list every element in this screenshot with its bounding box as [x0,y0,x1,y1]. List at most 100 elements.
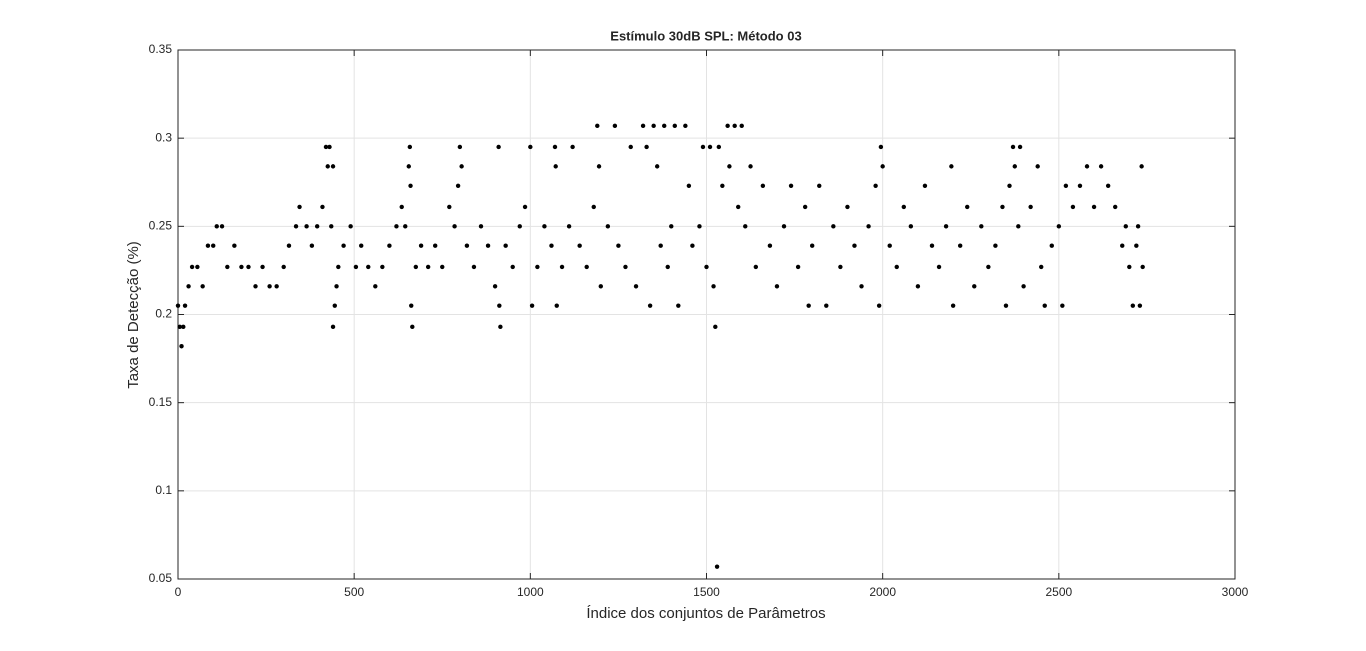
x-axis-label: Índice dos conjuntos de Parâmetros [586,605,825,622]
point [418,243,424,248]
point [658,243,663,248]
point [859,284,864,289]
point [1084,164,1090,169]
point [662,123,667,129]
point [806,303,811,308]
point [774,284,780,289]
point [760,183,766,188]
point [413,264,419,270]
point [788,183,794,188]
point [348,224,353,229]
point [552,144,558,150]
x-tick-label: 3000 [1222,585,1249,599]
point [605,224,611,229]
y-tick-label: 0.05 [149,571,173,585]
point [817,183,822,188]
point [1113,204,1118,210]
point [686,183,692,188]
point [549,243,554,248]
point [471,264,477,270]
point [211,243,216,248]
point [591,204,596,210]
point [1063,183,1069,188]
chart-title: Estímulo 30dB SPL: Método 03 [610,28,801,43]
point [716,144,722,150]
point [676,303,681,308]
point [286,243,292,248]
point [219,224,225,229]
point [753,264,759,270]
point [1120,243,1125,248]
point [189,264,195,270]
point [570,144,575,150]
point [915,284,921,289]
point [403,224,408,229]
point [965,204,970,210]
point [387,243,392,248]
point [200,284,205,289]
point [517,224,522,229]
point [640,123,646,129]
point [407,144,413,150]
point [577,243,582,248]
point [332,303,337,308]
point [876,303,882,308]
point [253,284,258,289]
point [1056,224,1062,229]
x-tick-label: 2000 [869,585,896,599]
point [366,264,371,270]
point [824,303,829,308]
point [690,243,695,248]
point [1123,224,1128,229]
point [880,164,885,169]
point [628,144,633,150]
point [873,183,878,188]
point [922,183,928,188]
point [528,144,533,150]
point [852,243,857,248]
point [478,224,484,229]
point [711,284,716,289]
point [665,264,670,270]
point [1070,204,1076,210]
x-tick-label: 500 [344,585,364,599]
point [949,164,954,169]
point [972,284,977,289]
point [1140,264,1145,270]
point [455,183,461,188]
point [584,264,589,270]
point [406,164,411,169]
point [447,204,452,210]
point [887,243,892,248]
point [334,284,339,289]
point [274,284,279,289]
point [304,224,309,229]
point [553,164,558,169]
y-tick-label: 0.1 [155,483,172,497]
point [535,264,540,270]
point [1139,164,1144,169]
point [725,123,730,129]
point [359,243,364,248]
point [293,224,299,229]
point [399,204,404,210]
point [1135,224,1141,229]
point [1134,243,1139,248]
point [704,264,709,270]
plot-frame [177,49,1236,580]
point [559,264,565,270]
point [720,183,725,188]
point [232,243,237,248]
point [440,264,445,270]
point [736,204,741,210]
point [554,303,559,308]
point [323,144,329,150]
point [894,264,899,270]
point [498,324,503,330]
point [1016,224,1021,229]
y-tick-label: 0.2 [155,307,172,321]
point [341,243,346,248]
point [612,123,618,129]
point [929,243,935,248]
